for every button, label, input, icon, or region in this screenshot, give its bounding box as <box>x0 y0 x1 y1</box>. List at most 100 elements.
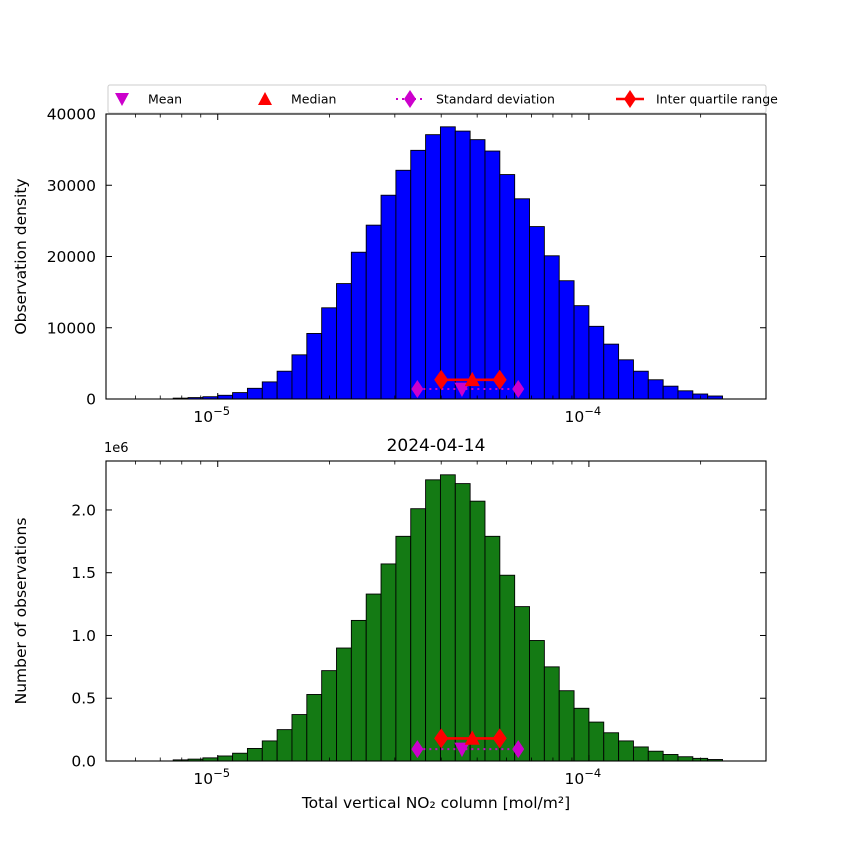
histogram-bar <box>469 500 486 761</box>
y-tick-label: 40000 <box>47 106 96 124</box>
x-tick-label: 10−5 <box>193 404 230 426</box>
histogram-bar <box>454 130 471 399</box>
x-tick-label: 10−4 <box>565 766 602 788</box>
y-tick-label: 30000 <box>47 177 96 195</box>
y-tick-label: 1.0 <box>71 627 96 645</box>
histogram-bar <box>484 150 501 399</box>
histogram-bar <box>336 647 352 761</box>
histogram-bar <box>425 134 441 399</box>
histogram-bar <box>276 370 293 399</box>
histogram-bar <box>558 280 575 399</box>
axes-spines-bottom <box>105 460 767 762</box>
y-tick-label: 10000 <box>47 319 96 337</box>
std-dev-high-marker <box>512 740 525 759</box>
mean-icon <box>115 93 129 106</box>
histogram-bar <box>425 479 441 761</box>
y-axis-bottom: 0.0 0.5 1.0 1.5 2.0 <box>71 501 766 771</box>
y-tick-label: 0.5 <box>71 690 96 708</box>
histogram-bar <box>469 139 486 399</box>
histogram-bar <box>662 754 679 761</box>
chart-title: 2024-04-14 <box>387 436 486 456</box>
histogram-bar <box>395 169 412 399</box>
statistics-markers-bottom <box>411 728 525 759</box>
legend: Mean Median Standard deviation Inter quarti… <box>107 84 778 114</box>
y-axis-top: 0 10000 20000 30000 40000 <box>47 106 766 409</box>
mean-marker <box>454 742 470 758</box>
median-marker <box>464 730 480 745</box>
histogram-bar <box>321 307 337 399</box>
histogram-bar <box>618 740 634 761</box>
legend-label: Median <box>291 92 336 107</box>
x-axis-label: Total vertical NO₂ column [mol/m²] <box>301 794 570 812</box>
histogram-bar <box>350 251 367 399</box>
iqr-q1-marker <box>434 369 449 390</box>
histogram-bar <box>543 666 560 761</box>
iqr-q3-marker <box>492 728 507 749</box>
histogram-bar <box>677 756 694 761</box>
legend-item[interactable]: Standard deviation <box>396 90 555 108</box>
legend-item[interactable]: Mean <box>115 92 182 107</box>
std-dev-low-marker <box>411 740 424 759</box>
std-dev-high-marker <box>512 380 525 399</box>
histogram-bar <box>588 721 605 761</box>
histogram-bar <box>514 606 530 761</box>
legend-item[interactable]: Inter quartile range <box>616 90 778 108</box>
legend-label: Inter quartile range <box>656 92 778 107</box>
std-dev-icon <box>404 90 416 108</box>
histogram-bar <box>217 755 234 761</box>
histogram-bar <box>291 714 308 761</box>
legend-label: Standard deviation <box>436 92 555 107</box>
histogram-bar <box>529 640 545 761</box>
histogram-bar <box>603 732 620 761</box>
y-axis-label: Observation density <box>12 178 30 334</box>
histogram-bar <box>543 255 560 399</box>
histogram-bar <box>232 752 248 761</box>
median-icon <box>258 92 272 105</box>
histogram-bar <box>647 379 664 399</box>
y-axis-label: Number of observations <box>12 518 30 705</box>
histogram-bar <box>261 740 278 761</box>
histogram-bar <box>707 395 723 399</box>
y-tick-label: 2.0 <box>71 501 96 519</box>
histogram-bar <box>336 283 352 399</box>
histogram-bar <box>618 359 634 399</box>
x-axis-bottom: 10−5 10−4 <box>105 461 767 788</box>
statistics-markers-top <box>411 369 525 399</box>
histogram-bar <box>632 746 649 761</box>
histogram-bar <box>410 149 427 399</box>
histogram-bar <box>246 387 263 399</box>
histogram-bar <box>484 535 501 761</box>
histogram-bar <box>395 535 412 761</box>
mean-marker <box>454 382 470 398</box>
y-tick-label: 0 <box>86 391 96 409</box>
histogram-bar <box>603 343 620 399</box>
histogram-bar <box>439 126 456 399</box>
histogram-bar <box>529 226 545 399</box>
x-tick-label: 10−4 <box>565 404 602 426</box>
histogram-bar <box>246 747 263 761</box>
histogram-bar <box>232 392 248 399</box>
plot-panel-top: 10−5 10−4 0 10000 20000 30000 40000 Observation… <box>12 106 767 426</box>
iqr-q3-marker <box>492 369 507 390</box>
histogram-bar <box>662 385 679 399</box>
iqr-q1-marker <box>434 728 449 749</box>
histogram-bar <box>588 325 605 399</box>
legend-label: Mean <box>148 92 182 107</box>
histogram-bar <box>647 750 664 761</box>
y-tick-label: 20000 <box>47 248 96 266</box>
legend-item[interactable]: Median <box>258 92 336 107</box>
histogram-bar <box>439 474 456 761</box>
histogram-bar <box>499 174 516 399</box>
histogram-bar <box>217 394 234 399</box>
histogram-bar <box>321 670 337 761</box>
histogram-bar <box>573 707 590 761</box>
histogram-bars-top <box>172 126 723 399</box>
histogram-bar <box>677 390 694 399</box>
histogram-bar <box>306 694 323 761</box>
median-marker <box>464 371 480 387</box>
histogram-bar <box>632 370 649 399</box>
plot-panel-bottom: 10−5 10−4 0.0 0.5 1.0 1.5 2.0 Number of observa… <box>12 436 767 812</box>
histogram-bar <box>558 690 575 761</box>
